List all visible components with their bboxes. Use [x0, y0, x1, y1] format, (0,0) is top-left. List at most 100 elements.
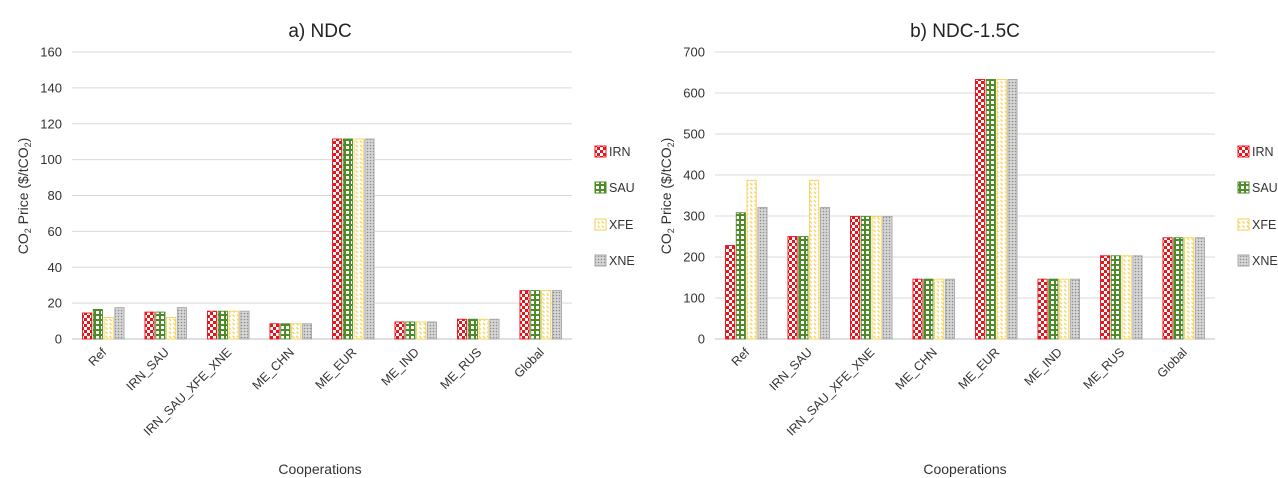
bar-sau-ref — [92, 308, 103, 340]
bar-xfe-irn-sau-xfe-xne — [228, 310, 239, 340]
chart-panel-ndc: a) NDC Cooperations CO2 Price ($/tCO2) 0… — [15, 21, 635, 477]
x-tick-label: Ref — [86, 345, 110, 369]
bar-xfe-irn-sau — [809, 179, 820, 340]
x-tick-label: IRN_SAU — [767, 345, 815, 393]
bar-xne-irn-sau-xfe-xne — [239, 310, 250, 340]
bar-sau-me-chn — [923, 278, 934, 340]
bar-xne-me-ind — [426, 321, 438, 340]
bar-xne-ref — [757, 206, 768, 340]
x-axis-label: Cooperations — [278, 461, 361, 477]
bar-xfe-global — [541, 290, 552, 340]
bar-sau-me-eur — [342, 138, 353, 340]
x-tick-label: Ref — [729, 345, 753, 369]
x-tick-label: Global — [1154, 345, 1189, 380]
legend-item-sau: SAU — [1237, 181, 1278, 195]
x-tick-label: IRN_SAU — [124, 345, 172, 393]
legend-swatch — [594, 218, 607, 231]
bar-xfe-me-rus — [1121, 255, 1132, 340]
y-tick-label: 400 — [683, 168, 705, 183]
legend-swatch — [1237, 218, 1250, 231]
bar-irn-me-rus — [457, 318, 468, 340]
bar-sau-me-ind — [405, 321, 416, 340]
legend-label: XFE — [1252, 218, 1276, 232]
bar-xne-irn-sau — [176, 307, 188, 340]
bar-sau-global — [530, 290, 541, 340]
bar-xfe-global — [1184, 237, 1195, 340]
bar-irn-me-rus — [1099, 255, 1111, 340]
legend-item-xne: XNE — [1237, 254, 1278, 268]
x-tick-label: ME_RUS — [438, 345, 485, 392]
legend-swatch — [594, 254, 607, 267]
legend-item-xne: XNE — [594, 254, 635, 268]
bar-sau-me-rus — [467, 318, 478, 340]
bar-sau-me-rus — [1110, 255, 1121, 340]
y-tick-label: 0 — [698, 332, 705, 347]
bar-irn-irn-sau — [787, 236, 798, 340]
y-axis-label: CO2 Price ($/tCO2) — [658, 138, 676, 255]
legend-swatch — [594, 145, 607, 158]
bar-xne-irn-sau-xfe-xne — [882, 215, 893, 340]
legend-swatch — [594, 181, 607, 194]
y-tick-label: 40 — [48, 260, 62, 275]
bar-xfe-irn-sau-xfe-xne — [871, 215, 882, 340]
bar-xfe-ref — [746, 179, 757, 340]
bar-irn-irn-sau — [144, 311, 155, 340]
bar-irn-irn-sau-xfe-xne — [850, 215, 861, 340]
bar-xne-me-eur — [364, 138, 375, 340]
bar-xne-me-rus — [489, 318, 500, 340]
x-axis-label: Cooperations — [923, 461, 1006, 477]
y-axis-label: CO2 Price ($/tCO2) — [15, 138, 33, 255]
legend-label: XNE — [609, 254, 635, 268]
legend-label: SAU — [609, 181, 635, 195]
legend-label: XFE — [609, 218, 633, 232]
x-tick-label: ME_RUS — [1081, 345, 1128, 392]
x-tick-label: ME_EUR — [956, 345, 1003, 392]
bar-xfe-me-ind — [1059, 278, 1070, 340]
bar-xne-me-chn — [944, 278, 955, 340]
bar-xfe-irn-sau — [166, 317, 177, 340]
x-tick-label: Global — [511, 345, 546, 380]
bar-irn-global — [1162, 237, 1173, 340]
legend-swatch — [1237, 254, 1250, 267]
bar-sau-irn-sau-xfe-xne — [860, 215, 871, 340]
y-tick-label: 100 — [40, 152, 62, 167]
bar-xne-me-eur — [1007, 79, 1018, 340]
bar-sau-me-chn — [280, 323, 291, 340]
bar-xne-me-rus — [1132, 255, 1143, 340]
y-tick-label: 300 — [683, 209, 705, 224]
bar-xne-global — [1194, 237, 1205, 340]
legend-swatch — [1237, 181, 1250, 194]
bar-xne-global — [551, 290, 562, 340]
x-tick-label: ME_IND — [379, 345, 422, 388]
bar-sau-irn-sau — [155, 311, 166, 340]
bar-irn-ref — [81, 312, 93, 340]
bar-xfe-me-chn — [934, 278, 945, 340]
bar-irn-me-ind — [394, 321, 405, 340]
y-tick-label: 200 — [683, 250, 705, 265]
legend-item-xfe: XFE — [1237, 218, 1276, 232]
bar-irn-me-chn — [912, 278, 923, 340]
bar-sau-me-ind — [1048, 278, 1059, 340]
y-tick-label: 140 — [40, 80, 62, 95]
bar-irn-irn-sau-xfe-xne — [206, 310, 218, 340]
y-tick-label: 0 — [55, 332, 62, 347]
y-tick-label: 120 — [40, 116, 62, 131]
y-tick-label: 80 — [48, 188, 62, 203]
bar-xfe-me-chn — [291, 323, 302, 340]
chart-title: a) NDC — [288, 21, 351, 42]
legend-label: IRN — [1252, 145, 1274, 159]
bar-sau-irn-sau — [798, 236, 809, 340]
x-tick-label: ME_CHN — [250, 345, 297, 392]
bar-xne-ref — [114, 307, 125, 340]
legend-label: XNE — [1252, 254, 1278, 268]
y-tick-label: 500 — [683, 127, 705, 142]
bar-irn-ref — [725, 245, 736, 340]
y-tick-label: 60 — [48, 224, 62, 239]
legend-item-irn: IRN — [594, 145, 631, 159]
x-tick-label: ME_CHN — [893, 345, 940, 392]
legend-item-sau: SAU — [594, 181, 635, 195]
bar-sau-irn-sau-xfe-xne — [217, 310, 228, 340]
chart-title: b) NDC-1.5C — [910, 21, 1020, 42]
bar-sau-ref — [735, 212, 746, 340]
